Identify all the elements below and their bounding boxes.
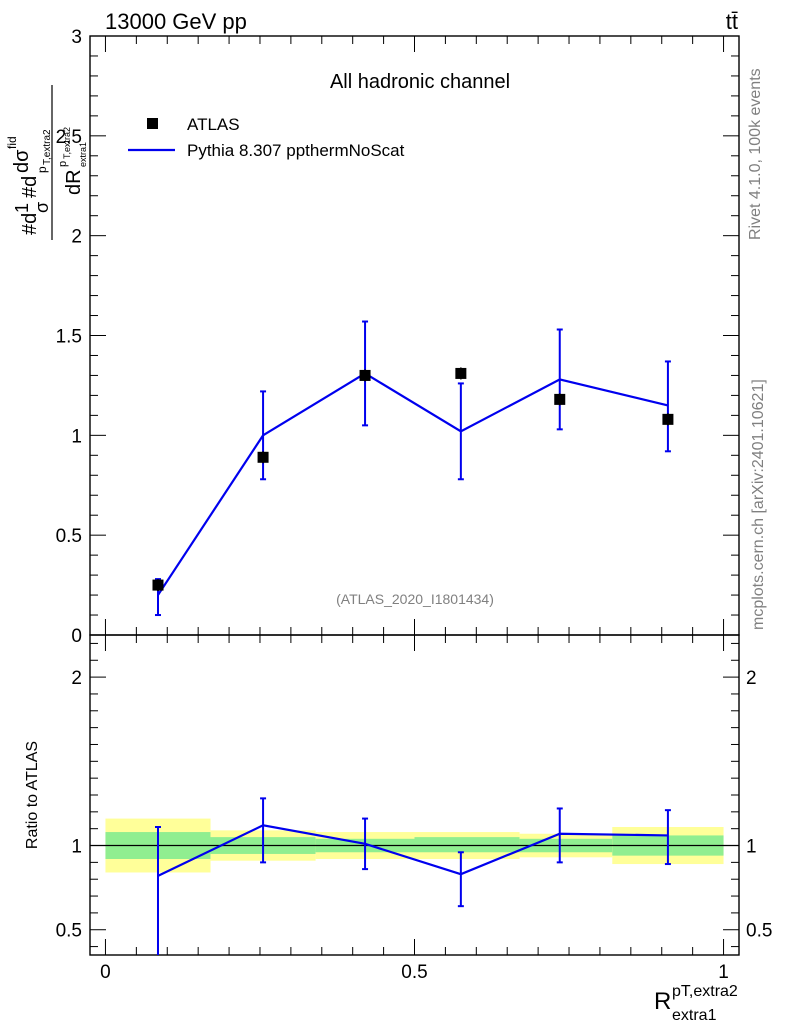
- analysis-watermark: (ATLAS_2020_I1801434): [336, 591, 494, 607]
- data-point: [257, 451, 269, 463]
- xtick-label-2: 1: [718, 962, 729, 983]
- ylabel-d2: #d: [19, 176, 41, 198]
- ratio-ytick-label-2: 2: [71, 668, 82, 689]
- xtick-label-0: 0: [100, 962, 111, 983]
- ratio-ytick-label-right-2: 2: [746, 668, 757, 689]
- site-label: mcplots.cern.ch [arXiv:2401.10621]: [750, 379, 767, 630]
- ratio-data-layer: [154, 797, 671, 955]
- xtick-label-1: 0.5: [401, 962, 427, 983]
- main-ytick-label-1: 0.5: [56, 526, 82, 547]
- ratio-ytick-label-right-0: 0.5: [746, 921, 772, 942]
- ylabel-t-extra2: T,extra2: [42, 129, 53, 165]
- ylabel-extra1: extra1: [78, 142, 88, 167]
- ratio-ytick-label-right-1: 1: [746, 837, 757, 858]
- data-point: [554, 393, 566, 405]
- ylabel-p2: p: [57, 161, 69, 167]
- legend-data-label: ATLAS: [187, 115, 240, 134]
- main-y-label: #d 1 σ #d dσ fid p T,extra2 dR p T,extra…: [5, 127, 88, 235]
- ylabel-p: p: [35, 166, 49, 173]
- plot-title: All hadronic channel: [330, 71, 510, 93]
- data-point: [662, 413, 674, 425]
- legend-data-marker: [147, 118, 158, 129]
- mc-line: [157, 372, 669, 596]
- ylabel-fid: fid: [5, 136, 19, 149]
- main-y-tick-labels: 0 0.5 1 1.5 2 2.5 3: [56, 27, 82, 647]
- ratio-y-tick-labels: 0.5 1 2 0.5 1 2: [56, 668, 773, 942]
- ratio-band-inner: [414, 837, 520, 853]
- ylabel-dr: dR: [63, 169, 85, 195]
- main-ytick-label-3: 1.5: [56, 327, 82, 348]
- data-point: [359, 369, 371, 381]
- process-label: tt̄: [726, 9, 738, 34]
- main-data-layer: [152, 320, 674, 617]
- ratio-plot-frame: [89, 634, 740, 956]
- rivet-label: Rivet 4.1.0, 100k events: [747, 68, 764, 240]
- main-ytick-label-6: 3: [71, 27, 82, 48]
- main-ytick-label-5: 2.5: [56, 127, 82, 148]
- main-ytick-label-2: 1: [71, 426, 82, 447]
- ylabel-sigma: σ: [32, 202, 52, 213]
- x-label-main: R: [654, 988, 671, 1015]
- main-ytick-label-4: 2: [71, 227, 82, 248]
- ylabel-t-extra2-b: T,extra2: [62, 127, 72, 159]
- ratio-mc-line: [157, 824, 668, 877]
- ylabel-one: 1: [12, 203, 32, 213]
- legend-mc-label: Pythia 8.307 ppthermNoScat: [187, 141, 405, 160]
- data-point: [152, 579, 164, 591]
- ratio-axis-ticks: [90, 635, 739, 955]
- data-point: [455, 367, 467, 379]
- energy-label: 13000 GeV pp: [105, 9, 247, 34]
- x-axis-label: R pT,extra2 extra1: [654, 983, 738, 1024]
- ratio-ytick-label-0: 0.5: [56, 921, 82, 942]
- ylabel-dsigma: dσ: [11, 149, 33, 173]
- x-tick-labels: 0 0.5 1: [100, 962, 729, 983]
- x-label-sub: extra1: [672, 1007, 717, 1024]
- x-label-sup: pT,extra2: [672, 983, 738, 1000]
- ylabel-d1: #d: [19, 213, 41, 235]
- main-ytick-label-0: 0: [71, 626, 82, 647]
- ratio-ytick-label-1: 1: [71, 837, 82, 858]
- ratio-y-label: Ratio to ATLAS: [24, 741, 41, 849]
